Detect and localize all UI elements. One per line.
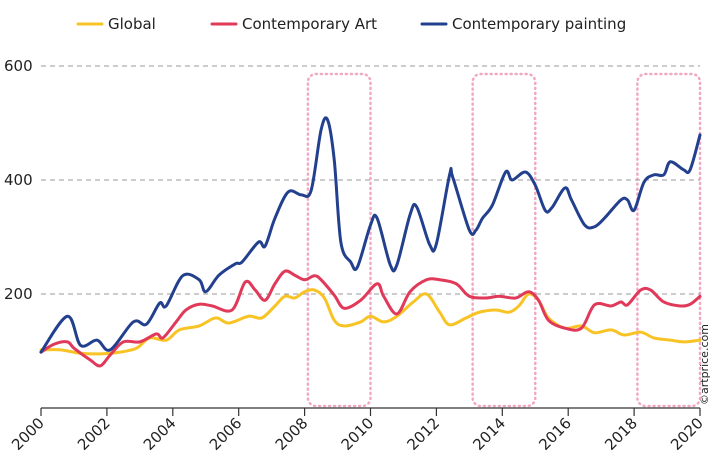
- x-tick-label: 2020: [667, 414, 707, 454]
- legend-label: Contemporary painting: [452, 15, 626, 33]
- legend-item: Global: [76, 15, 156, 33]
- x-tick-label: 2010: [338, 414, 378, 454]
- series-line: [39, 116, 702, 354]
- legend-item: Contemporary Art: [210, 15, 377, 33]
- highlight-box: [306, 72, 372, 408]
- x-tick-label: 2008: [272, 414, 312, 454]
- x-tick-label: 2014: [469, 414, 509, 454]
- x-tick-label: 2000: [8, 414, 48, 454]
- y-tick-label: 600: [4, 57, 33, 75]
- x-tick-label: 2004: [140, 414, 180, 454]
- x-tick-label: 2016: [535, 414, 575, 454]
- credit: ©artprice.com: [698, 324, 711, 405]
- y-tick-label: 200: [4, 285, 33, 303]
- legend-label: Global: [108, 15, 156, 33]
- legend-item: Contemporary painting: [420, 15, 626, 33]
- x-tick-label: 2006: [206, 414, 246, 454]
- x-tick-label: 2018: [601, 414, 641, 454]
- x-tick-label: 2012: [403, 414, 443, 454]
- series-line: [39, 269, 702, 368]
- x-tick-label: 2002: [74, 414, 114, 454]
- y-tick-label: 400: [4, 171, 33, 189]
- legend-label: Contemporary Art: [242, 15, 377, 33]
- highlight-box: [471, 72, 537, 408]
- highlight-box: [636, 72, 702, 408]
